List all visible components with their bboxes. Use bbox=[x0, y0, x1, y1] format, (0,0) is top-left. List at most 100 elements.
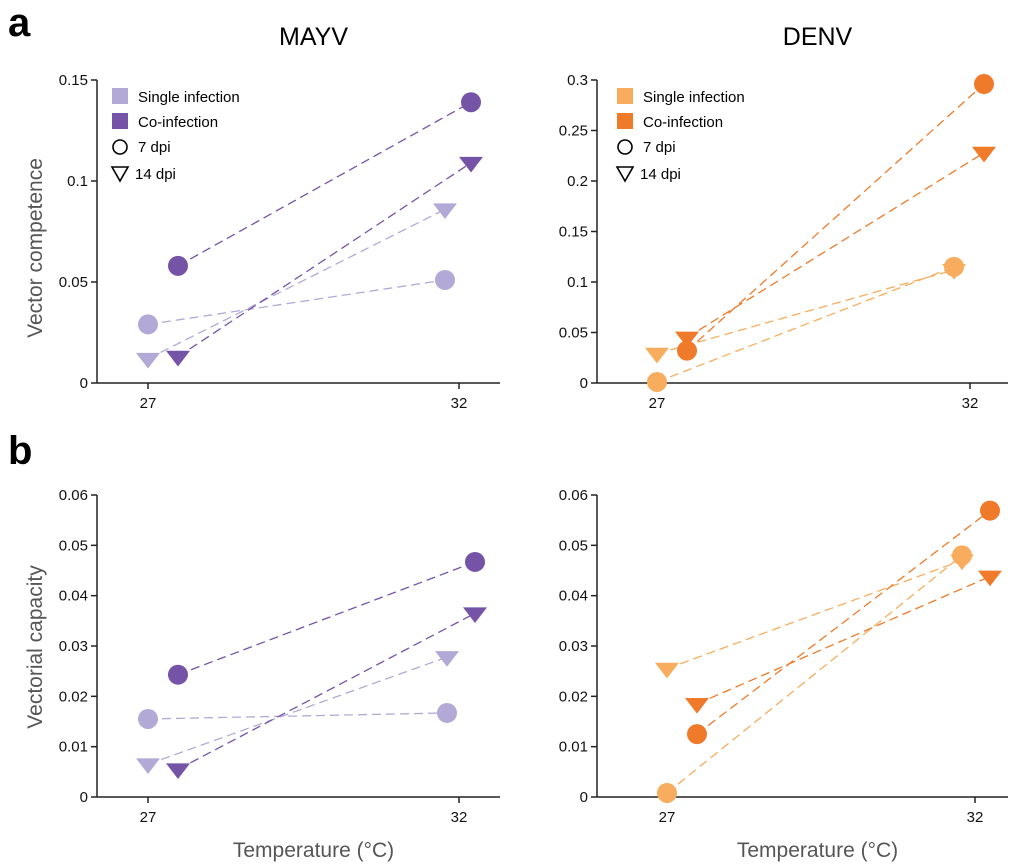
legend-label-7dpi: 7 dpi bbox=[138, 139, 171, 156]
data-point-triangle bbox=[459, 156, 483, 173]
data-point-triangle bbox=[433, 203, 457, 219]
y-tick-label: 0.05 bbox=[559, 325, 588, 342]
series-line bbox=[696, 510, 991, 735]
x-axis-label: Temperature (°C) bbox=[233, 839, 394, 862]
legend-circle-marker bbox=[617, 139, 633, 155]
y-tick-label: 0.06 bbox=[559, 487, 588, 504]
plot-title: DENV bbox=[783, 23, 853, 51]
y-tick-label: 0.05 bbox=[559, 537, 588, 554]
data-point-circle bbox=[687, 724, 707, 745]
data-point-circle bbox=[168, 664, 188, 685]
data-point-triangle bbox=[463, 607, 487, 624]
data-point-circle bbox=[974, 74, 994, 95]
data-point-circle bbox=[677, 340, 697, 361]
x-tick-label: 27 bbox=[140, 395, 157, 412]
y-tick-label: 0.2 bbox=[567, 173, 588, 190]
x-axis-label: Temperature (°C) bbox=[737, 839, 898, 862]
legend-triangle-marker bbox=[615, 166, 635, 183]
legend-swatch-single bbox=[112, 88, 128, 104]
series-line bbox=[686, 83, 985, 352]
plot-panel-1: 0 0.05 0.1 0.15 27 32 MAYV Vector competence Sin… bbox=[24, 23, 500, 412]
data-point-circle bbox=[138, 314, 158, 335]
x-tick-label: 27 bbox=[649, 395, 666, 412]
data-point-circle bbox=[461, 92, 481, 113]
y-tick-label: 0 bbox=[580, 375, 588, 392]
series-line bbox=[696, 575, 991, 705]
y-tick-label: 0.03 bbox=[559, 638, 588, 655]
data-point-triangle bbox=[166, 763, 190, 780]
legend: Single infection Co-infection 7 dpi 14 dpi bbox=[110, 88, 240, 183]
data-point-triangle bbox=[972, 146, 996, 163]
y-tick-label: 0.06 bbox=[59, 487, 88, 504]
x-tick-label: 27 bbox=[140, 809, 157, 826]
legend-label-14dpi: 14 dpi bbox=[135, 166, 176, 183]
y-tick-label: 0.01 bbox=[59, 739, 88, 756]
legend-swatch-single bbox=[617, 88, 633, 104]
y-tick-label: 0.3 bbox=[567, 72, 588, 89]
data-point-triangle bbox=[136, 352, 160, 369]
data-point-triangle bbox=[166, 350, 190, 367]
legend-triangle-marker bbox=[110, 166, 130, 183]
y-tick-label: 0 bbox=[80, 789, 88, 806]
y-tick-label: 0.05 bbox=[59, 274, 88, 291]
data-point-triangle bbox=[645, 347, 669, 364]
series-line bbox=[656, 269, 955, 355]
data-point-circle bbox=[437, 702, 457, 723]
legend-label-single: Single infection bbox=[138, 89, 240, 106]
y-axis-label: Vector competence bbox=[24, 158, 47, 338]
series-line bbox=[177, 612, 476, 770]
y-axis-label: Vectorial capacity bbox=[24, 565, 47, 729]
data-point-circle bbox=[980, 500, 1000, 521]
legend-label-7dpi: 7 dpi bbox=[643, 139, 676, 156]
x-tick-label: 32 bbox=[967, 809, 984, 826]
data-point-triangle bbox=[655, 662, 679, 679]
y-tick-label: 0 bbox=[80, 375, 88, 392]
data-point-circle bbox=[168, 255, 188, 276]
plot-panel-4: 0 0.01 0.02 0.03 0.04 0.05 0.06 27 32 Temperature… bbox=[559, 487, 1008, 862]
plot-title: MAYV bbox=[279, 23, 348, 51]
legend-swatch-coinf bbox=[112, 113, 128, 129]
plot-panel-3: 0 0.01 0.02 0.03 0.04 0.05 0.06 27 32 Vectorial c… bbox=[24, 487, 500, 862]
y-tick-label: 0.15 bbox=[59, 72, 88, 89]
series-line bbox=[177, 162, 472, 358]
series-line bbox=[177, 561, 476, 676]
y-tick-label: 0.02 bbox=[559, 688, 588, 705]
series-line bbox=[147, 279, 446, 326]
y-tick-label: 0.15 bbox=[559, 224, 588, 241]
y-tick-label: 0.04 bbox=[559, 588, 588, 605]
legend-label-14dpi: 14 dpi bbox=[640, 166, 681, 183]
data-point-circle bbox=[647, 371, 667, 392]
x-tick-label: 32 bbox=[451, 395, 468, 412]
legend-swatch-coinf bbox=[617, 113, 633, 129]
y-tick-label: 0.25 bbox=[559, 123, 588, 140]
data-point-triangle bbox=[942, 263, 966, 280]
series-line bbox=[686, 152, 985, 339]
panel-label-a: a bbox=[8, 1, 31, 45]
legend-label-single: Single infection bbox=[643, 89, 745, 106]
data-point-triangle bbox=[435, 651, 459, 667]
data-point-triangle bbox=[950, 554, 974, 571]
legend: Single infection Co-infection 7 dpi 14 dpi bbox=[615, 88, 745, 183]
x-tick-label: 32 bbox=[962, 395, 979, 412]
data-point-triangle bbox=[136, 758, 160, 775]
y-tick-label: 0.1 bbox=[567, 274, 588, 291]
data-point-circle bbox=[435, 269, 455, 290]
y-tick-label: 0.04 bbox=[59, 588, 88, 605]
data-point-circle bbox=[465, 551, 485, 572]
legend-label-coinf: Co-infection bbox=[138, 114, 218, 131]
plot-panel-2: 0 0.05 0.1 0.15 0.2 0.25 0.3 27 32 DENV Single inf… bbox=[559, 23, 1008, 412]
y-tick-label: 0.1 bbox=[67, 173, 88, 190]
x-tick-label: 32 bbox=[451, 809, 468, 826]
data-point-circle bbox=[138, 708, 158, 729]
data-point-triangle bbox=[675, 331, 699, 348]
legend-circle-marker bbox=[112, 139, 128, 155]
y-tick-label: 0 bbox=[580, 789, 588, 806]
series-line bbox=[656, 266, 955, 383]
plots-layer: 0 0.05 0.1 0.15 27 32 MAYV Vector competence Sin… bbox=[24, 23, 1008, 862]
y-tick-label: 0.02 bbox=[59, 688, 88, 705]
panel-label-b: b bbox=[8, 429, 32, 473]
legend-label-coinf: Co-infection bbox=[643, 114, 723, 131]
y-tick-label: 0.05 bbox=[59, 537, 88, 554]
data-point-triangle bbox=[978, 570, 1002, 587]
